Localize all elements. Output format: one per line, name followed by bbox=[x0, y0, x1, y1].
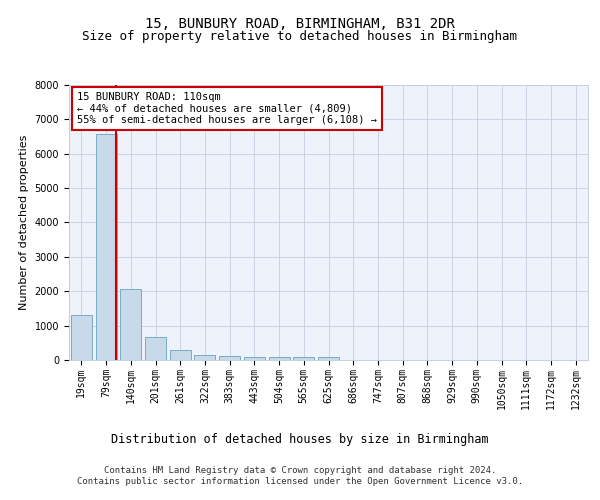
Text: 15 BUNBURY ROAD: 110sqm
← 44% of detached houses are smaller (4,809)
55% of semi: 15 BUNBURY ROAD: 110sqm ← 44% of detache… bbox=[77, 92, 377, 125]
Bar bbox=[318, 358, 339, 360]
Text: Size of property relative to detached houses in Birmingham: Size of property relative to detached ho… bbox=[83, 30, 517, 43]
Bar bbox=[244, 357, 265, 360]
Bar bbox=[145, 338, 166, 360]
Text: 15, BUNBURY ROAD, BIRMINGHAM, B31 2DR: 15, BUNBURY ROAD, BIRMINGHAM, B31 2DR bbox=[145, 18, 455, 32]
Bar bbox=[194, 355, 215, 360]
Bar bbox=[170, 350, 191, 360]
Bar bbox=[269, 357, 290, 360]
Bar bbox=[95, 134, 116, 360]
Bar bbox=[120, 289, 141, 360]
Bar bbox=[71, 315, 92, 360]
Y-axis label: Number of detached properties: Number of detached properties bbox=[19, 135, 29, 310]
Text: Contains HM Land Registry data © Crown copyright and database right 2024.: Contains HM Land Registry data © Crown c… bbox=[104, 466, 496, 475]
Bar bbox=[219, 356, 240, 360]
Bar bbox=[293, 357, 314, 360]
Text: Distribution of detached houses by size in Birmingham: Distribution of detached houses by size … bbox=[111, 432, 489, 446]
Text: Contains public sector information licensed under the Open Government Licence v3: Contains public sector information licen… bbox=[77, 478, 523, 486]
